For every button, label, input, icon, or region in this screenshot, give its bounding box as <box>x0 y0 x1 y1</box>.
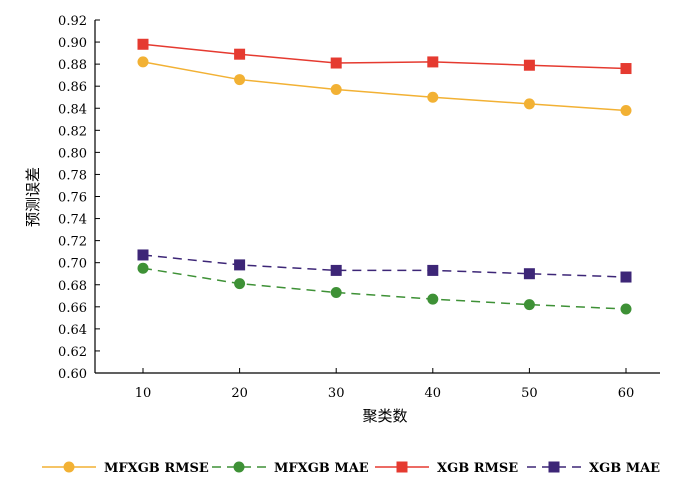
y-tick-label: 0.60 <box>58 367 87 382</box>
x-tick-label: 50 <box>521 386 538 401</box>
data-point <box>137 56 149 68</box>
y-tick-label: 0.90 <box>58 36 87 51</box>
series-xgb-rmse <box>137 38 632 75</box>
x-tick-label: 20 <box>231 386 248 401</box>
data-point <box>427 293 439 305</box>
data-point <box>330 57 342 69</box>
y-tick-label: 0.78 <box>58 168 87 183</box>
legend-item: MFXGB MAE <box>212 461 369 476</box>
data-point <box>427 264 439 276</box>
data-point <box>427 91 439 103</box>
series-line <box>142 43 627 70</box>
y-tick-label: 0.76 <box>58 191 87 206</box>
legend-label: MFXGB MAE <box>274 461 369 476</box>
data-point <box>234 278 246 290</box>
legend-item: MFXGB RMSE <box>42 461 209 476</box>
legend-marker <box>396 461 408 473</box>
data-point <box>620 303 632 315</box>
axes: 0.60 0.62 0.64 0.66 0.68 0.70 0.72 0.74 0.76 0.78… <box>58 14 660 401</box>
data-point <box>330 286 342 298</box>
y-tick-label: 0.86 <box>58 80 87 95</box>
data-point <box>234 74 246 86</box>
y-tick-label: 0.84 <box>58 102 87 117</box>
data-point <box>330 264 342 276</box>
y-tick-label: 0.74 <box>58 213 87 228</box>
x-tick-label: 30 <box>328 386 345 401</box>
legend-item: XGB RMSE <box>375 461 518 476</box>
series-line <box>142 254 627 278</box>
x-axis-label: 聚类数 <box>362 407 407 425</box>
legend: MFXGB RMSE MFXGB MAE XGB RMSE XGB MAE <box>42 461 660 476</box>
data-point <box>234 48 246 60</box>
x-tick-label: 60 <box>618 386 635 401</box>
y-tick-label: 0.66 <box>58 301 87 316</box>
series-mfxgb-mae <box>137 262 632 315</box>
legend-label: XGB MAE <box>589 461 660 476</box>
data-point <box>137 262 149 274</box>
y-tick-label: 0.80 <box>58 146 87 161</box>
series-line <box>142 267 627 310</box>
data-point <box>523 299 535 311</box>
series-line <box>142 61 627 112</box>
y-tick-label: 0.70 <box>58 257 87 272</box>
data-point <box>523 59 535 71</box>
y-axis-label: 预测误差 <box>24 167 42 227</box>
data-point <box>620 104 632 116</box>
data-point <box>620 63 632 75</box>
legend-marker <box>233 461 245 473</box>
legend-marker <box>548 461 560 473</box>
y-tick-label: 0.72 <box>58 235 87 250</box>
legend-item: XGB MAE <box>527 461 660 476</box>
data-point <box>137 38 149 50</box>
y-tick-label: 0.64 <box>58 323 87 338</box>
data-point <box>137 249 149 261</box>
y-tick-label: 0.62 <box>58 345 87 360</box>
data-point <box>427 56 439 68</box>
legend-label: XGB RMSE <box>437 461 518 476</box>
data-point <box>234 259 246 271</box>
data-point <box>620 271 632 283</box>
legend-marker <box>63 461 75 473</box>
y-tick-label: 0.92 <box>58 14 87 29</box>
legend-label: MFXGB RMSE <box>104 461 209 476</box>
series-mfxgb-rmse <box>137 56 632 116</box>
data-point <box>330 83 342 95</box>
series-group <box>137 38 632 315</box>
y-tick-label: 0.68 <box>58 279 87 294</box>
series-xgb-mae <box>137 249 632 283</box>
x-tick-label: 40 <box>425 386 442 401</box>
data-point <box>523 268 535 280</box>
x-tick-label: 10 <box>135 386 152 401</box>
y-tick-label: 0.82 <box>58 124 87 139</box>
data-point <box>523 98 535 110</box>
y-tick-label: 0.88 <box>58 58 87 73</box>
